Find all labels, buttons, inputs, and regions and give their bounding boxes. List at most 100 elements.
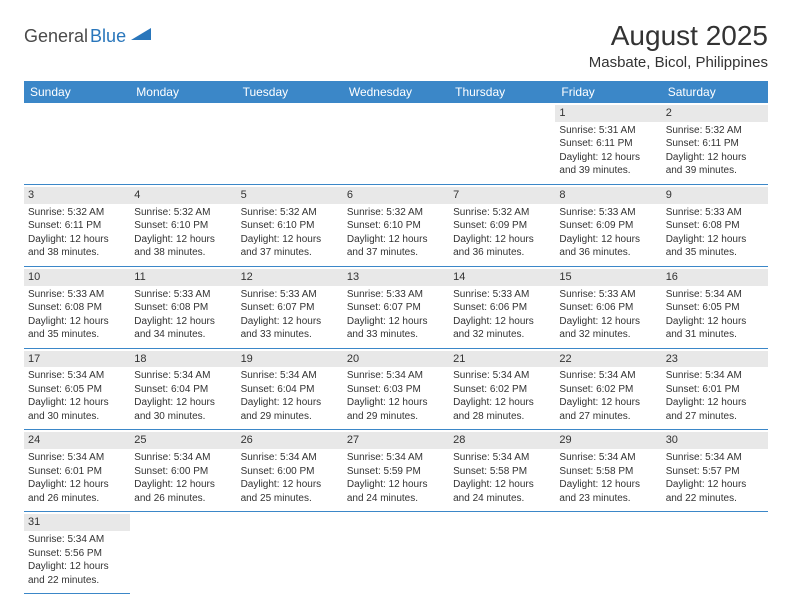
day-info: Sunrise: 5:34 AMSunset: 6:05 PMDaylight:… bbox=[666, 288, 764, 342]
calendar-day-cell: 9 Sunrise: 5:33 AMSunset: 6:08 PMDaylight… bbox=[662, 184, 768, 266]
day-number: 31 bbox=[24, 514, 130, 531]
day-number: 9 bbox=[662, 187, 768, 204]
calendar-week-row: 24Sunrise: 5:34 AMSunset: 6:01 PMDayligh… bbox=[24, 430, 768, 512]
calendar-empty-cell bbox=[130, 512, 236, 594]
day-number: 5 bbox=[237, 187, 343, 204]
calendar-day-cell: 4Sunrise: 5:32 AMSunset: 6:10 PMDaylight… bbox=[130, 184, 236, 266]
day-number: 1 bbox=[555, 105, 661, 122]
calendar-table: SundayMondayTuesdayWednesdayThursdayFrid… bbox=[24, 81, 768, 594]
day-header: Tuesday bbox=[237, 81, 343, 103]
day-info: Sunrise: 5:34 AMSunset: 6:05 PMDaylight:… bbox=[28, 369, 126, 423]
day-number: 12 bbox=[237, 269, 343, 286]
day-info: Sunrise: 5:34 AMSunset: 6:03 PMDaylight:… bbox=[347, 369, 445, 423]
header: GeneralBlue August 2025 Masbate, Bicol, … bbox=[24, 20, 768, 71]
day-info: Sunrise: 5:32 AMSunset: 6:10 PMDaylight:… bbox=[241, 206, 339, 260]
day-info: Sunrise: 5:33 AMSunset: 6:09 PMDaylight:… bbox=[559, 206, 657, 260]
day-info: Sunrise: 5:34 AMSunset: 6:01 PMDaylight:… bbox=[28, 451, 126, 505]
day-number: 14 bbox=[449, 269, 555, 286]
day-header: Wednesday bbox=[343, 81, 449, 103]
calendar-week-row: 1 Sunrise: 5:31 AMSunset: 6:11 PMDaylight… bbox=[24, 103, 768, 184]
day-info: Sunrise: 5:32 AMSunset: 6:11 PMDaylight:… bbox=[666, 124, 764, 178]
calendar-day-cell: 16 Sunrise: 5:34 AMSunset: 6:05 PMDayligh… bbox=[662, 266, 768, 348]
day-number: 28 bbox=[449, 432, 555, 449]
day-info: Sunrise: 5:34 AMSunset: 6:00 PMDaylight:… bbox=[241, 451, 339, 505]
calendar-day-cell: 17Sunrise: 5:34 AMSunset: 6:05 PMDayligh… bbox=[24, 348, 130, 430]
day-number: 8 bbox=[555, 187, 661, 204]
logo-flag-icon bbox=[131, 26, 153, 47]
day-info: Sunrise: 5:34 AMSunset: 6:02 PMDaylight:… bbox=[559, 369, 657, 423]
calendar-day-cell: 24Sunrise: 5:34 AMSunset: 6:01 PMDayligh… bbox=[24, 430, 130, 512]
calendar-day-cell: 26Sunrise: 5:34 AMSunset: 6:00 PMDayligh… bbox=[237, 430, 343, 512]
calendar-day-cell: 19Sunrise: 5:34 AMSunset: 6:04 PMDayligh… bbox=[237, 348, 343, 430]
day-info: Sunrise: 5:32 AMSunset: 6:10 PMDaylight:… bbox=[347, 206, 445, 260]
calendar-week-row: 17Sunrise: 5:34 AMSunset: 6:05 PMDayligh… bbox=[24, 348, 768, 430]
day-number: 17 bbox=[24, 351, 130, 368]
title-block: August 2025 Masbate, Bicol, Philippines bbox=[589, 20, 768, 71]
day-info: Sunrise: 5:34 AMSunset: 6:00 PMDaylight:… bbox=[134, 451, 232, 505]
calendar-empty-cell bbox=[237, 103, 343, 184]
calendar-day-cell: 1 Sunrise: 5:31 AMSunset: 6:11 PMDaylight… bbox=[555, 103, 661, 184]
day-info: Sunrise: 5:33 AMSunset: 6:06 PMDaylight:… bbox=[559, 288, 657, 342]
calendar-day-cell: 20Sunrise: 5:34 AMSunset: 6:03 PMDayligh… bbox=[343, 348, 449, 430]
calendar-day-cell: 5 Sunrise: 5:32 AMSunset: 6:10 PMDaylight… bbox=[237, 184, 343, 266]
calendar-week-row: 3 Sunrise: 5:32 AMSunset: 6:11 PMDaylight… bbox=[24, 184, 768, 266]
logo-text-blue: Blue bbox=[90, 26, 126, 47]
calendar-empty-cell bbox=[662, 512, 768, 594]
calendar-day-cell: 18Sunrise: 5:34 AMSunset: 6:04 PMDayligh… bbox=[130, 348, 236, 430]
calendar-day-cell: 6 Sunrise: 5:32 AMSunset: 6:10 PMDaylight… bbox=[343, 184, 449, 266]
day-info: Sunrise: 5:32 AMSunset: 6:09 PMDaylight:… bbox=[453, 206, 551, 260]
day-number: 11 bbox=[130, 269, 236, 286]
day-header: Saturday bbox=[662, 81, 768, 103]
day-header: Friday bbox=[555, 81, 661, 103]
calendar-day-cell: 10Sunrise: 5:33 AMSunset: 6:08 PMDayligh… bbox=[24, 266, 130, 348]
day-info: Sunrise: 5:33 AMSunset: 6:08 PMDaylight:… bbox=[134, 288, 232, 342]
calendar-empty-cell bbox=[237, 512, 343, 594]
calendar-day-cell: 23Sunrise: 5:34 AMSunset: 6:01 PMDayligh… bbox=[662, 348, 768, 430]
day-info: Sunrise: 5:32 AMSunset: 6:11 PMDaylight:… bbox=[28, 206, 126, 260]
calendar-body: 1 Sunrise: 5:31 AMSunset: 6:11 PMDaylight… bbox=[24, 103, 768, 594]
day-number: 23 bbox=[662, 351, 768, 368]
day-info: Sunrise: 5:33 AMSunset: 6:07 PMDaylight:… bbox=[347, 288, 445, 342]
day-number: 4 bbox=[130, 187, 236, 204]
day-header: Sunday bbox=[24, 81, 130, 103]
day-info: Sunrise: 5:34 AMSunset: 6:04 PMDaylight:… bbox=[241, 369, 339, 423]
day-number: 20 bbox=[343, 351, 449, 368]
day-number: 21 bbox=[449, 351, 555, 368]
calendar-day-cell: 8 Sunrise: 5:33 AMSunset: 6:09 PMDaylight… bbox=[555, 184, 661, 266]
calendar-day-cell: 22Sunrise: 5:34 AMSunset: 6:02 PMDayligh… bbox=[555, 348, 661, 430]
day-info: Sunrise: 5:31 AMSunset: 6:11 PMDaylight:… bbox=[559, 124, 657, 178]
calendar-empty-cell bbox=[343, 103, 449, 184]
calendar-day-cell: 15 Sunrise: 5:33 AMSunset: 6:06 PMDayligh… bbox=[555, 266, 661, 348]
day-number: 13 bbox=[343, 269, 449, 286]
day-number: 3 bbox=[24, 187, 130, 204]
day-number: 2 bbox=[662, 105, 768, 122]
calendar-day-cell: 3 Sunrise: 5:32 AMSunset: 6:11 PMDaylight… bbox=[24, 184, 130, 266]
day-number: 6 bbox=[343, 187, 449, 204]
calendar-day-cell: 7Sunrise: 5:32 AMSunset: 6:09 PMDaylight… bbox=[449, 184, 555, 266]
calendar-day-cell: 13 Sunrise: 5:33 AMSunset: 6:07 PMDayligh… bbox=[343, 266, 449, 348]
calendar-day-cell: 25 Sunrise: 5:34 AMSunset: 6:00 PMDayligh… bbox=[130, 430, 236, 512]
calendar-day-cell: 11 Sunrise: 5:33 AMSunset: 6:08 PMDayligh… bbox=[130, 266, 236, 348]
day-info: Sunrise: 5:33 AMSunset: 6:08 PMDaylight:… bbox=[666, 206, 764, 260]
calendar-week-row: 31Sunrise: 5:34 AMSunset: 5:56 PMDayligh… bbox=[24, 512, 768, 594]
day-info: Sunrise: 5:34 AMSunset: 5:58 PMDaylight:… bbox=[453, 451, 551, 505]
day-number: 25 bbox=[130, 432, 236, 449]
day-info: Sunrise: 5:33 AMSunset: 6:07 PMDaylight:… bbox=[241, 288, 339, 342]
calendar-day-cell: 31Sunrise: 5:34 AMSunset: 5:56 PMDayligh… bbox=[24, 512, 130, 594]
day-info: Sunrise: 5:33 AMSunset: 6:08 PMDaylight:… bbox=[28, 288, 126, 342]
day-header: Monday bbox=[130, 81, 236, 103]
day-number: 27 bbox=[343, 432, 449, 449]
day-info: Sunrise: 5:34 AMSunset: 5:57 PMDaylight:… bbox=[666, 451, 764, 505]
calendar-day-cell: 12 Sunrise: 5:33 AMSunset: 6:07 PMDayligh… bbox=[237, 266, 343, 348]
day-number: 15 bbox=[555, 269, 661, 286]
location: Masbate, Bicol, Philippines bbox=[589, 54, 768, 71]
calendar-day-cell: 30Sunrise: 5:34 AMSunset: 5:57 PMDayligh… bbox=[662, 430, 768, 512]
logo-text-general: General bbox=[24, 26, 88, 47]
day-number: 22 bbox=[555, 351, 661, 368]
calendar-day-cell: 28 Sunrise: 5:34 AMSunset: 5:58 PMDayligh… bbox=[449, 430, 555, 512]
day-info: Sunrise: 5:33 AMSunset: 6:06 PMDaylight:… bbox=[453, 288, 551, 342]
calendar-empty-cell bbox=[555, 512, 661, 594]
calendar-empty-cell bbox=[449, 512, 555, 594]
calendar-empty-cell bbox=[449, 103, 555, 184]
day-number: 16 bbox=[662, 269, 768, 286]
